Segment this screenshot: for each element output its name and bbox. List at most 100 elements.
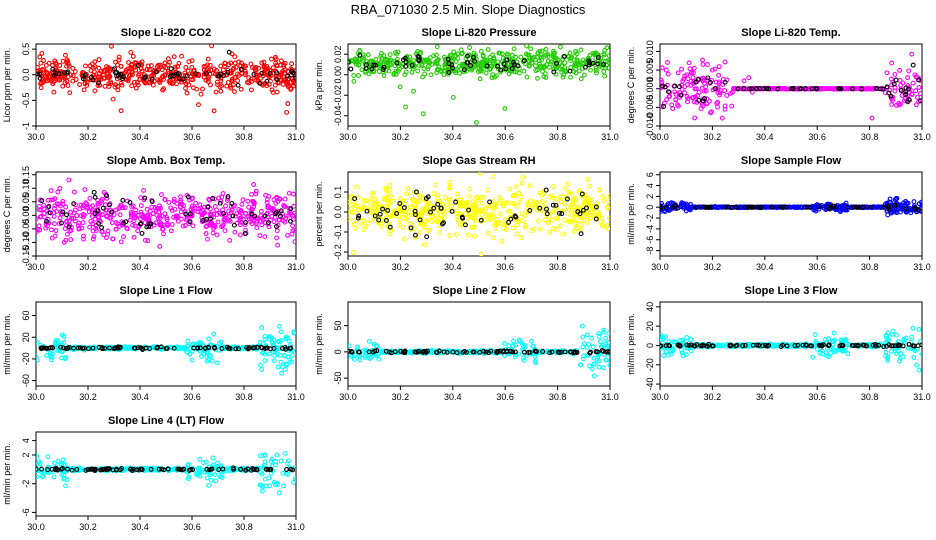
data-point-all — [37, 227, 43, 233]
data-point-all — [266, 81, 272, 87]
data-point-selected — [104, 193, 110, 199]
x-tick-label: 30.0 — [339, 392, 357, 402]
data-point-selected — [888, 93, 894, 99]
data-point-all — [539, 199, 545, 205]
data-point-all — [393, 213, 399, 219]
data-point-selected — [444, 349, 450, 355]
data-point-selected — [435, 201, 441, 207]
points-co2 — [36, 44, 296, 115]
data-point-all — [530, 343, 536, 349]
y-tick-label: -40 — [645, 378, 655, 391]
data-point-all — [888, 96, 894, 102]
data-point-all — [523, 224, 528, 230]
data-point-all — [386, 68, 392, 74]
data-point-all — [248, 209, 254, 215]
data-point-all — [844, 86, 850, 92]
chart-title: Slope Li-820 Temp. — [741, 27, 840, 39]
data-point-selected — [550, 202, 556, 208]
x-tick-label: 30.0 — [651, 132, 669, 142]
data-point-all — [369, 197, 375, 203]
data-point-all — [291, 79, 296, 85]
data-point-selected — [784, 343, 790, 349]
data-point-selected — [512, 213, 518, 219]
data-point-selected — [564, 196, 570, 202]
data-point-all — [53, 341, 59, 347]
data-point-all — [290, 228, 296, 234]
data-point-all — [405, 217, 411, 223]
data-point-selected — [449, 208, 455, 214]
data-point-all — [491, 56, 497, 62]
data-point-all — [368, 58, 374, 64]
data-point-selected — [217, 200, 223, 206]
data-point-all — [262, 333, 268, 339]
data-point-all — [587, 203, 593, 209]
data-point-all — [660, 65, 665, 71]
data-point-all — [265, 203, 271, 209]
data-point-all — [471, 233, 477, 239]
data-point-selected — [274, 76, 280, 82]
data-point-all — [572, 61, 578, 66]
data-point-all — [169, 221, 175, 227]
data-point-selected — [688, 342, 694, 348]
data-point-all — [352, 225, 358, 231]
data-point-all — [274, 195, 280, 201]
data-point-selected — [603, 349, 609, 355]
data-point-all — [82, 80, 88, 86]
data-point-selected — [383, 348, 389, 354]
data-point-selected — [102, 345, 108, 351]
x-tick-label: 30.8 — [861, 132, 879, 142]
data-point-all — [157, 243, 163, 249]
data-point-selected — [454, 350, 460, 356]
data-point-all — [590, 344, 596, 350]
data-point-all — [66, 215, 72, 221]
data-point-selected — [235, 82, 241, 88]
data-point-all — [246, 75, 252, 81]
data-point-selected — [916, 207, 921, 213]
data-point-all — [66, 177, 72, 183]
data-point-all — [683, 205, 689, 211]
data-point-all — [493, 226, 498, 232]
data-point-all — [288, 359, 294, 365]
data-point-selected — [417, 217, 423, 223]
data-point-all — [214, 79, 220, 85]
data-point-all — [274, 63, 280, 69]
data-point-all — [93, 228, 99, 233]
data-point-all — [503, 227, 509, 232]
data-point-all — [234, 211, 240, 217]
y-tick-label: -0.1 — [333, 224, 343, 240]
data-point-all — [901, 336, 907, 342]
data-point-selected — [571, 349, 577, 355]
data-point-all — [664, 97, 670, 102]
data-point-all — [599, 343, 605, 348]
data-point-selected — [814, 86, 820, 92]
data-point-all — [541, 63, 547, 69]
data-point-all — [477, 61, 483, 67]
data-point-all — [214, 360, 220, 366]
data-point-all — [259, 367, 265, 372]
data-point-selected — [465, 60, 471, 66]
data-point-all — [916, 85, 922, 90]
data-point-all — [918, 78, 922, 84]
data-point-all — [246, 204, 252, 210]
data-point-all — [205, 236, 210, 242]
data-point-selected — [139, 230, 145, 236]
data-point-selected — [486, 350, 492, 356]
data-point-all — [189, 64, 195, 70]
data-point-selected — [59, 220, 64, 226]
data-point-selected — [742, 342, 748, 348]
data-point-all — [167, 80, 173, 86]
data-point-selected — [595, 55, 601, 60]
data-point-all — [357, 357, 363, 363]
data-point-all — [178, 199, 184, 205]
data-point-all — [840, 204, 846, 210]
data-point-selected — [795, 342, 801, 348]
y-tick-label: 4 — [21, 438, 31, 443]
data-point-all — [558, 199, 564, 205]
x-tick-label: 30.6 — [183, 262, 201, 272]
data-point-all — [585, 176, 591, 182]
y-tick-label: 0.010 — [645, 40, 655, 63]
data-point-selected — [586, 62, 592, 68]
data-point-all — [418, 193, 424, 199]
data-point-all — [475, 195, 481, 201]
data-point-all — [275, 242, 281, 248]
